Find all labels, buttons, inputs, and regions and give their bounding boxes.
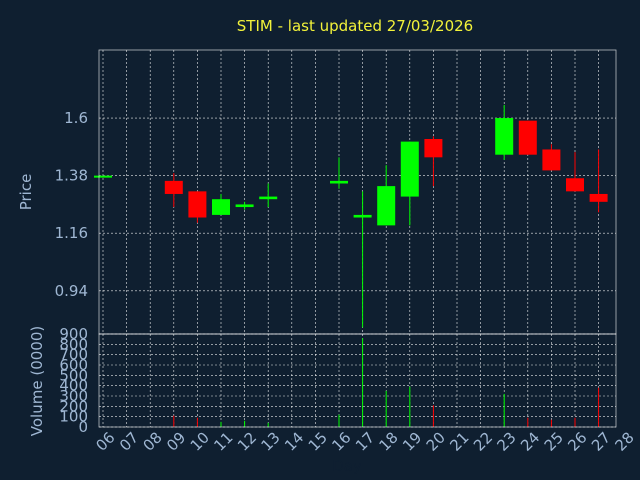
candle-body bbox=[164, 180, 183, 194]
x-tick-label: 26 bbox=[564, 429, 590, 455]
x-tick-label: 22 bbox=[470, 429, 496, 455]
price-tick-label: 1.16 bbox=[55, 224, 88, 242]
candle-body bbox=[566, 178, 584, 192]
volume-tick-label: 700 bbox=[59, 346, 88, 364]
x-tick-label: 09 bbox=[163, 429, 189, 455]
chart-title: STIM - last updated 27/03/2026 bbox=[237, 17, 473, 35]
candle-body bbox=[495, 118, 514, 155]
x-tick-label: 23 bbox=[494, 429, 520, 455]
candle-body bbox=[589, 193, 608, 202]
x-tick-label: 21 bbox=[446, 429, 472, 455]
candle-body bbox=[400, 141, 419, 197]
price-tick-label: 1.6 bbox=[64, 109, 88, 127]
x-tick-label: 11 bbox=[210, 429, 236, 455]
x-tick-label: 24 bbox=[517, 429, 543, 455]
candle-body bbox=[424, 138, 443, 158]
x-tick-label: 17 bbox=[352, 429, 378, 455]
x-tick-label: 15 bbox=[305, 429, 331, 455]
x-tick-label: 10 bbox=[187, 429, 213, 455]
x-tick-label: 25 bbox=[541, 429, 567, 455]
x-tick-label: 27 bbox=[588, 429, 614, 455]
x-tick-label: 20 bbox=[423, 429, 449, 455]
x-axis-label: Day bbox=[332, 457, 362, 475]
price-axis-label: Price bbox=[17, 174, 35, 211]
volume-tick-label: 300 bbox=[59, 387, 88, 405]
x-tick-label: 08 bbox=[140, 429, 166, 455]
candle-body bbox=[259, 196, 278, 200]
volume-tick-label: 100 bbox=[59, 408, 88, 426]
price-tick-label: 0.94 bbox=[55, 282, 88, 300]
candle-body bbox=[212, 199, 230, 215]
candle-body bbox=[235, 204, 254, 208]
candle-body bbox=[353, 214, 372, 218]
volume-tick-label: 800 bbox=[59, 335, 88, 353]
x-tick-label: 07 bbox=[116, 429, 142, 455]
candle-body bbox=[94, 175, 112, 178]
volume-tick-label: 400 bbox=[59, 377, 88, 395]
x-tick-label: 14 bbox=[281, 429, 307, 455]
volume-tick-label: 200 bbox=[59, 397, 88, 415]
volume-tick-label: 600 bbox=[59, 356, 88, 374]
x-tick-label: 28 bbox=[612, 429, 638, 455]
candle-body bbox=[377, 186, 396, 226]
candle-body bbox=[330, 180, 348, 184]
volume-panel-frame bbox=[98, 333, 617, 428]
volume-axis-label: Volume (0000) bbox=[28, 326, 46, 436]
price-tick-label: 1.38 bbox=[55, 167, 88, 185]
price-panel: 0.94 1.16 1.38 1.6 Price bbox=[17, 49, 617, 335]
volume-tick-label: 0 bbox=[78, 418, 88, 436]
volume-tick-label: 500 bbox=[59, 366, 88, 384]
candle-body bbox=[188, 191, 207, 218]
x-tick-label: 12 bbox=[234, 429, 260, 455]
candle-body bbox=[518, 120, 537, 155]
volume-tick-label: 900 bbox=[59, 325, 88, 343]
x-tick-label: 19 bbox=[399, 429, 425, 455]
x-tick-label: 16 bbox=[328, 429, 354, 455]
x-tick-label: 06 bbox=[92, 429, 118, 455]
candle-body bbox=[542, 149, 561, 171]
x-tick-label: 13 bbox=[258, 429, 284, 455]
x-tick-label: 18 bbox=[376, 429, 402, 455]
